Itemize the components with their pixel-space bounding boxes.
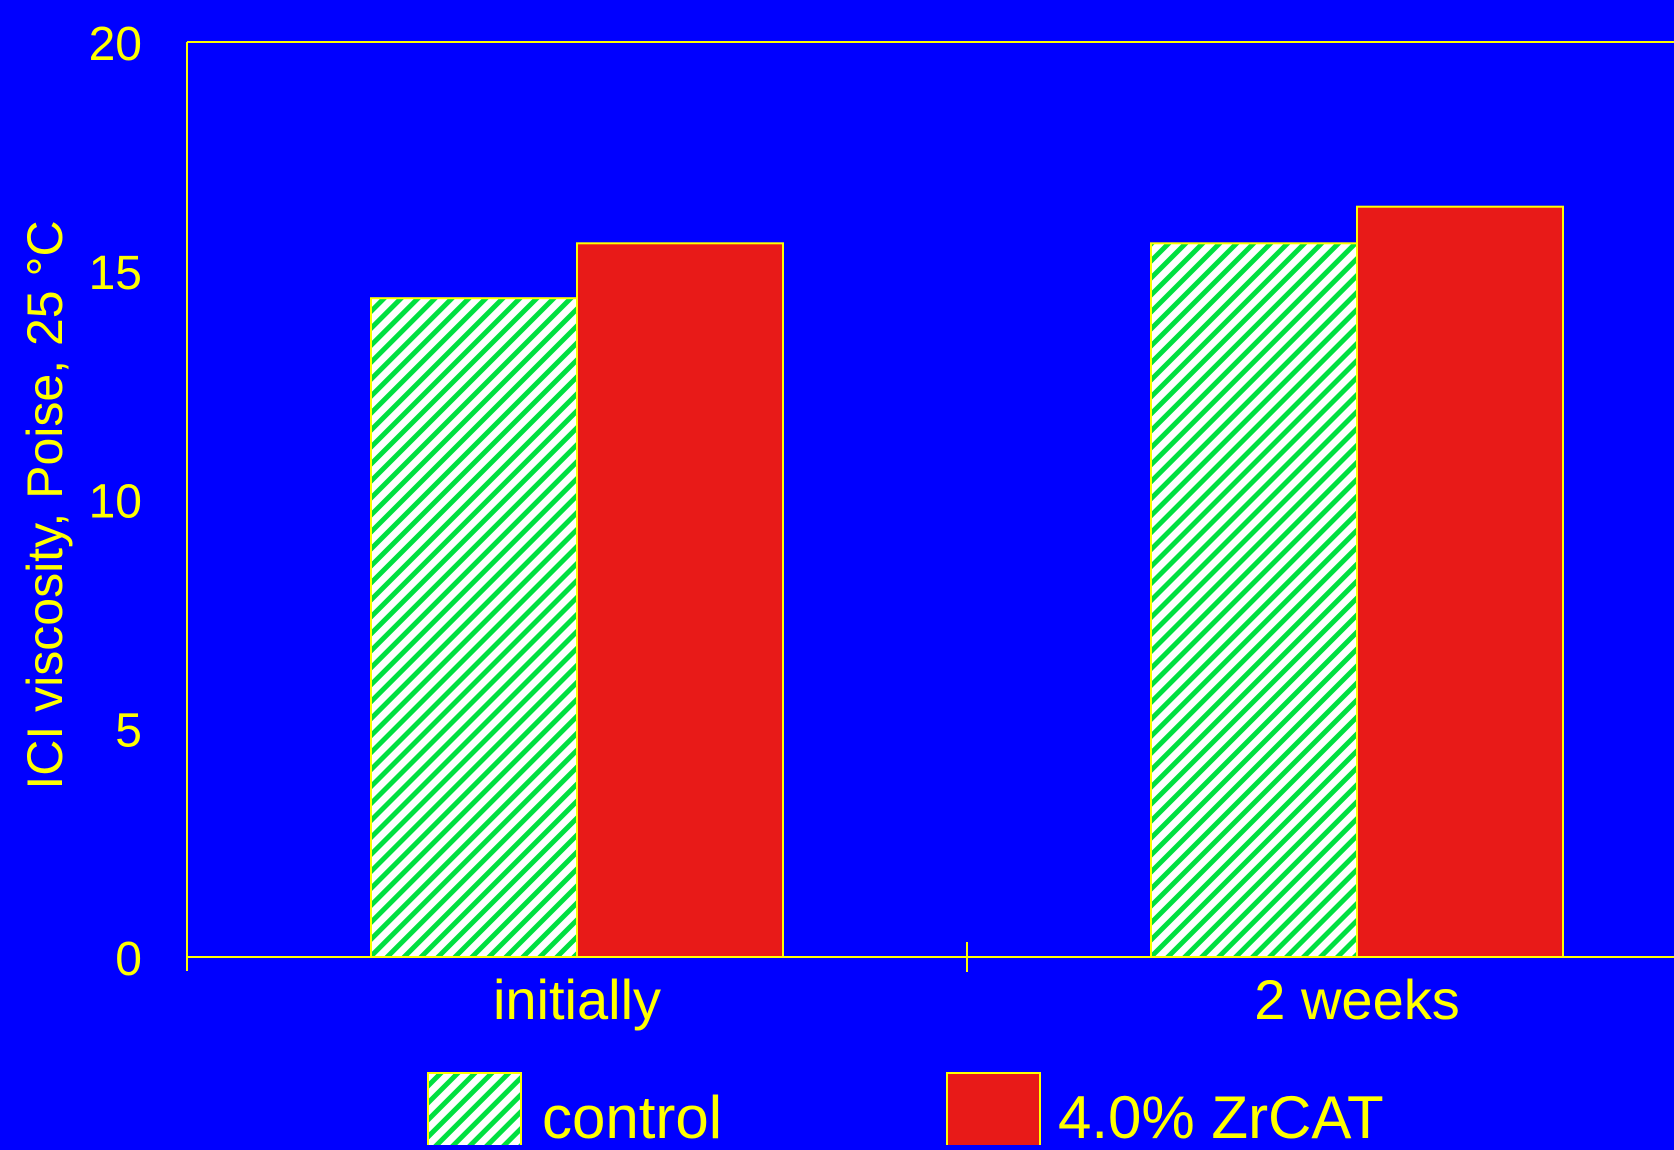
legend-label-zrcat: 4.0% ZrCAT (1058, 1084, 1384, 1145)
legend-swatch-zrcat (946, 1072, 1041, 1150)
y-axis-label: ICI viscosity, Poise, 25 °C (17, 220, 73, 789)
y-tick-label: 10 (89, 476, 142, 529)
bar-zrcat-initially (576, 242, 784, 959)
bar-zrcat-2-weeks (1356, 205, 1564, 958)
x-tick-label: initially (493, 968, 661, 1031)
y-tick-label: 15 (89, 247, 142, 300)
y-tick-label: 20 (89, 18, 142, 71)
legend-label-control: control (542, 1084, 722, 1145)
y-tick-label: 5 (115, 704, 142, 757)
x-tick-label: 2 weeks (1254, 968, 1459, 1031)
bar-control-2-weeks (1150, 242, 1358, 959)
bar-control-initially (370, 297, 578, 958)
legend-swatch-control (427, 1072, 522, 1150)
y-tick-label: 0 (115, 933, 142, 986)
